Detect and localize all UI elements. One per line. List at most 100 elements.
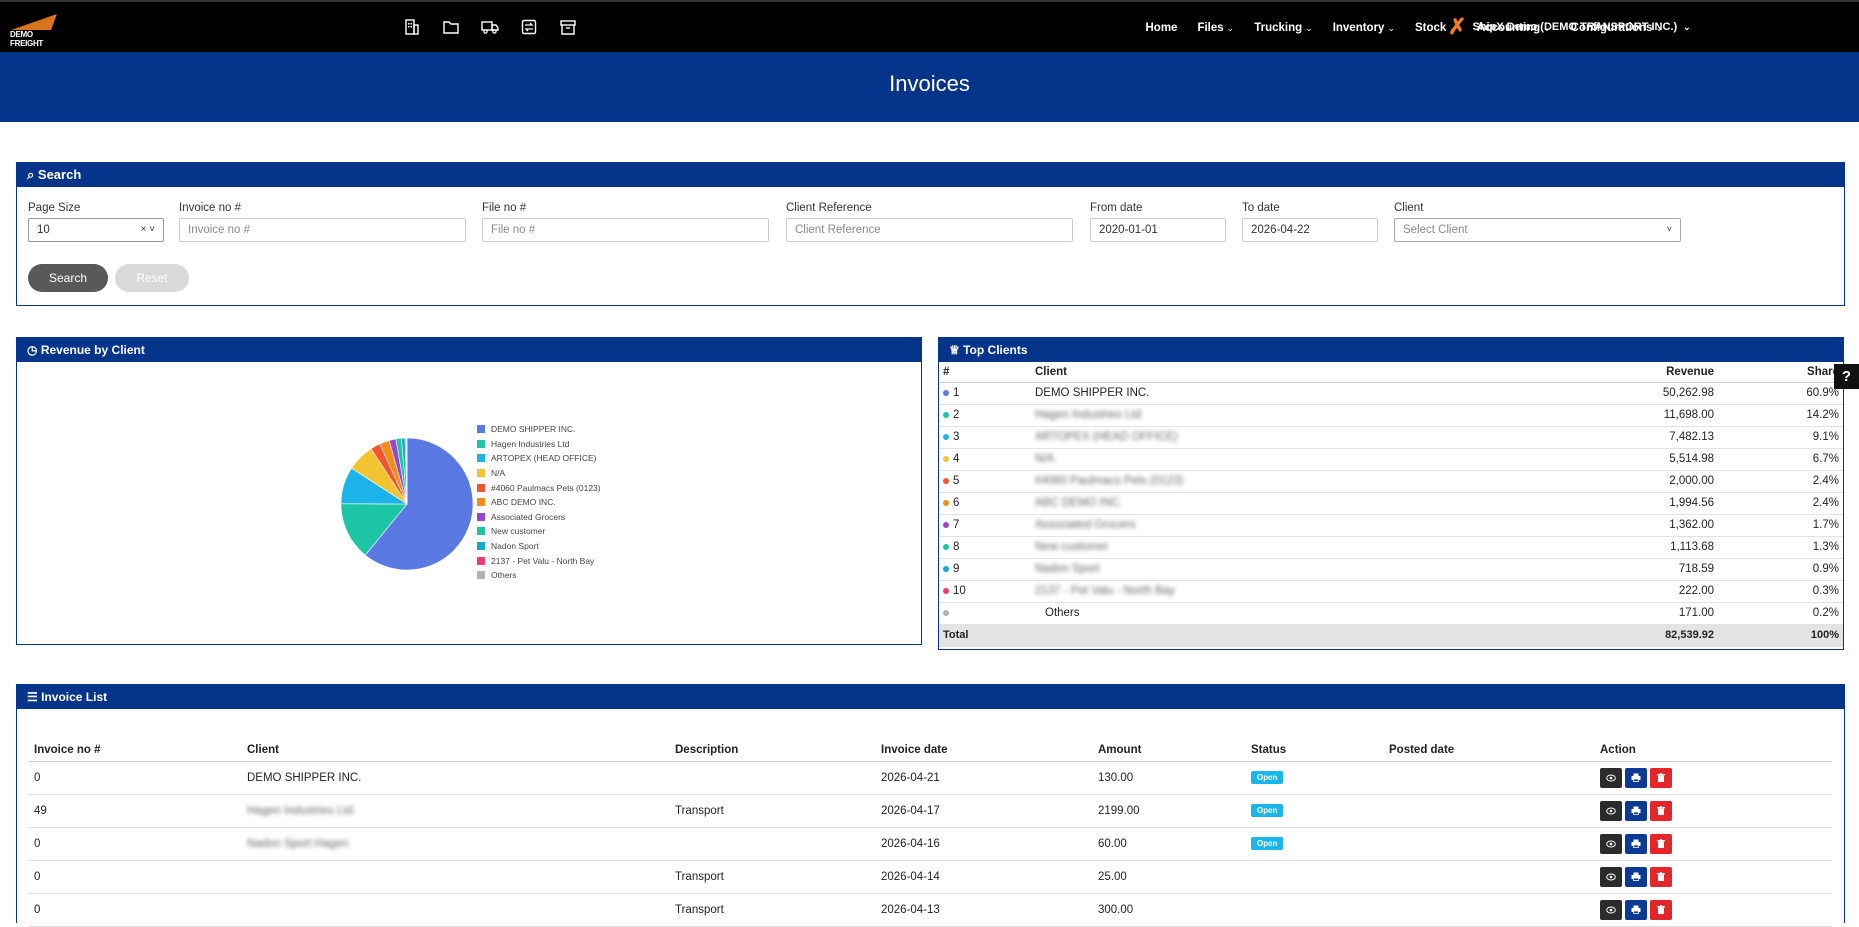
menu-home[interactable]: Home: [1145, 22, 1177, 34]
menu-stock[interactable]: Stock ⌄: [1415, 22, 1457, 34]
print-button[interactable]: [1625, 866, 1647, 887]
client-select[interactable]: Select Client ˅: [1394, 218, 1681, 242]
invoice-date-cell: 2026-04-21: [876, 761, 1093, 795]
top-client-row: 9 Nadon Sport 718.59 0.9%: [939, 558, 1843, 581]
view-button[interactable]: [1600, 866, 1622, 887]
client-name: DEMO SHIPPER INC.: [247, 771, 362, 784]
menu-stock-label: Stock: [1415, 22, 1447, 34]
share-cell: 0.3%: [1718, 580, 1843, 603]
page-size-select[interactable]: 10 × ˅: [28, 218, 164, 242]
delete-button[interactable]: [1650, 833, 1672, 854]
menu-accounting[interactable]: Accounting ⌄: [1477, 22, 1551, 34]
legend-item[interactable]: #4060 Paulmacs Pets (0123): [477, 480, 601, 495]
delete-button[interactable]: [1650, 899, 1672, 920]
building-icon[interactable]: [402, 18, 422, 36]
series-color-dot: [943, 433, 949, 440]
search-panel: ⌕ Search Page Size 10 × ˅ Invoice no # I…: [16, 162, 1845, 306]
legend-item[interactable]: ARTOPEX (HEAD OFFICE): [477, 451, 601, 466]
legend-swatch: [477, 542, 485, 551]
view-button[interactable]: [1600, 800, 1622, 821]
rank-cell: [939, 602, 1031, 625]
invoice-row[interactable]: 49 Hagen Industries Ltd Transport 2026-04-1…: [29, 794, 1832, 828]
view-button[interactable]: [1600, 833, 1622, 854]
pie-slice[interactable]: [340, 503, 408, 556]
menu-inventory[interactable]: Inventory ⌄: [1333, 22, 1395, 34]
top-client-row: 2 Hagen Industries Ltd 11,698.00 14.2%: [939, 404, 1843, 427]
menu-configurations-label: Configurations: [1570, 22, 1653, 34]
menu-configurations[interactable]: Configurations ⌄: [1571, 22, 1663, 34]
invoice-list-panel: ☰ Invoice List Invoice no # Client Descr…: [16, 684, 1845, 927]
invoice-no-input[interactable]: Invoice no #: [179, 218, 466, 242]
legend-item[interactable]: DEMO SHIPPER INC.: [477, 422, 601, 437]
rank-value: 7: [953, 519, 960, 531]
company-logo[interactable]: DEMO FREIGHT: [10, 14, 66, 48]
legend-item[interactable]: New customer: [477, 524, 601, 539]
from-date-input[interactable]: 2020-01-01: [1090, 218, 1226, 242]
page-size-field: Page Size 10 × ˅: [28, 202, 164, 242]
invoice-no-cell: 0: [29, 860, 242, 894]
help-button[interactable]: ?: [1834, 364, 1859, 389]
col-action: Action: [1595, 739, 1832, 762]
top-client-row: 8 New customer 1,113.68 1.3%: [939, 536, 1843, 559]
col-invoice-no: Invoice no #: [29, 739, 242, 762]
series-color-dot: [943, 499, 949, 506]
trash-icon: [1657, 806, 1665, 815]
pie-slice[interactable]: [405, 437, 408, 505]
legend-item[interactable]: Nadon Sport: [477, 539, 601, 554]
reset-button[interactable]: Reset: [115, 264, 189, 292]
print-button[interactable]: [1625, 767, 1647, 788]
folder-icon[interactable]: [441, 18, 461, 36]
rank-cell: 7: [939, 514, 1031, 537]
client-cell: Others: [1031, 602, 1511, 625]
client-cell: Nadon Sport Hagen: [242, 827, 670, 861]
invoice-row[interactable]: 0 Nadon Sport Hagen 2026-04-16 60.00 Open: [29, 827, 1832, 861]
delete-button[interactable]: [1650, 767, 1672, 788]
rank-value: 5: [953, 475, 960, 487]
view-button[interactable]: [1600, 899, 1622, 920]
invoice-row[interactable]: 0 Transport 2026-04-14 25.00: [29, 860, 1832, 894]
invoice-list-title: Invoice List: [41, 690, 108, 704]
legend-item[interactable]: Hagen Industries Ltd: [477, 437, 601, 452]
trash-icon: [1657, 872, 1665, 881]
legend-label: DEMO SHIPPER INC.: [491, 424, 576, 435]
legend-item[interactable]: ABC DEMO INC.: [477, 495, 601, 510]
truck-icon[interactable]: [480, 18, 500, 36]
delete-button[interactable]: [1650, 866, 1672, 887]
clear-icon[interactable]: × ˅: [140, 224, 155, 235]
amount-cell: 130.00: [1093, 761, 1246, 795]
search-panel-header: ⌕ Search: [17, 163, 1844, 187]
view-button[interactable]: [1600, 767, 1622, 788]
top-client-row: 10 2137 - Pet Valu - North Bay 222.00 0.3%: [939, 580, 1843, 603]
invoice-no-cell: 0: [29, 893, 242, 927]
file-no-input[interactable]: File no #: [482, 218, 769, 242]
top-clients-title: Top Clients: [963, 343, 1028, 357]
legend-item[interactable]: N/A: [477, 466, 601, 481]
logo-text: DEMO FREIGHT: [10, 30, 44, 48]
invoice-row[interactable]: 0 Transport 2026-04-13 300.00: [29, 893, 1832, 927]
client-cell: 2137 - Pet Valu - North Bay: [1031, 580, 1511, 603]
invoice-date-cell: 2026-04-17: [876, 794, 1093, 828]
share-cell: 0.2%: [1718, 602, 1843, 625]
invoice-date-cell: 2026-04-13: [876, 893, 1093, 927]
to-date-input[interactable]: 2026-04-22: [1242, 218, 1378, 242]
invoice-row[interactable]: 0 DEMO SHIPPER INC. 2026-04-21 130.00 Open: [29, 761, 1832, 795]
legend-item[interactable]: Associated Grocers: [477, 510, 601, 525]
print-button[interactable]: [1625, 833, 1647, 854]
invoice-no-label: Invoice no #: [179, 202, 242, 214]
print-button[interactable]: [1625, 800, 1647, 821]
chevron-down-icon: ⌄: [1305, 23, 1313, 33]
rank-value: 4: [953, 453, 960, 465]
top-clients-header: ♕ Top Clients: [939, 338, 1843, 362]
client-reference-input[interactable]: Client Reference: [786, 218, 1073, 242]
transfer-icon[interactable]: [519, 18, 539, 36]
archive-icon[interactable]: [558, 18, 578, 36]
menu-files[interactable]: Files ⌄: [1197, 22, 1234, 34]
menu-trucking[interactable]: Trucking ⌄: [1254, 22, 1312, 34]
delete-button[interactable]: [1650, 800, 1672, 821]
print-button[interactable]: [1625, 899, 1647, 920]
company-switcher[interactable]: ✗ ShipX Demo (DEMO TRANSPORT INC.) ⌄: [1448, 16, 1691, 38]
search-button[interactable]: Search: [28, 264, 108, 292]
legend-item[interactable]: Others: [477, 568, 601, 583]
legend-item[interactable]: 2137 - Pet Valu - North Bay: [477, 553, 601, 568]
pie-slice[interactable]: [364, 437, 474, 571]
